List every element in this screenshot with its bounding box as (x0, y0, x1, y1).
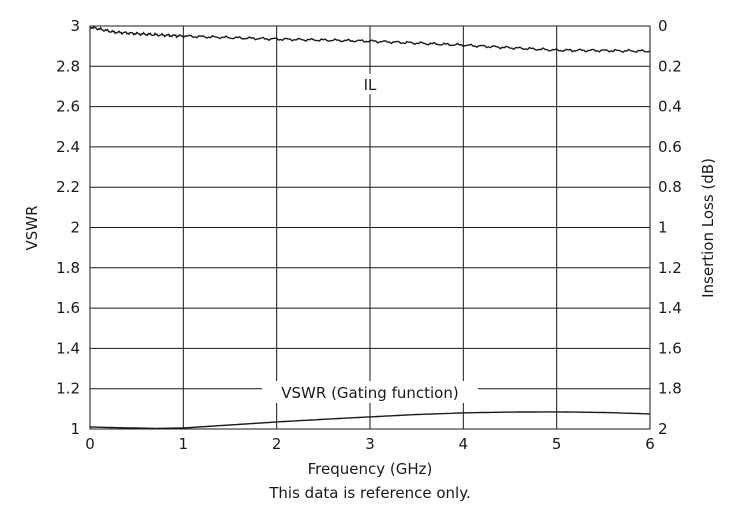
il-series-label: IL (356, 74, 382, 94)
x-axis-title: Frequency (GHz) (308, 460, 433, 478)
y-tick-label: 2.2 (56, 178, 80, 196)
x-tick-label: 3 (365, 435, 375, 453)
y2-tick-label: 1.2 (658, 259, 682, 277)
x-tick-label: 4 (459, 435, 469, 453)
y-tick-label: 2.8 (56, 57, 80, 75)
y2-tick-label: 1.8 (658, 380, 682, 398)
y-tick-label: 1.8 (56, 259, 80, 277)
y2-tick-label: 2 (658, 420, 668, 438)
series-layer (89, 25, 651, 430)
y-tick-label: 1 (70, 420, 80, 438)
x-tick-label: 5 (552, 435, 562, 453)
y-tick-label: 2.4 (56, 138, 80, 156)
y-tick-label: 1.6 (56, 299, 80, 317)
il-label: IL (364, 76, 377, 94)
reference-note: This data is reference only. (268, 484, 470, 502)
y-tick-label: 3 (70, 17, 80, 35)
plot-frame (89, 25, 651, 430)
y2-tick-label: 1.6 (658, 339, 682, 357)
y2-tick-label: 0.6 (658, 138, 682, 156)
y2-tick-label: 0.8 (658, 178, 682, 196)
il-line (89, 25, 651, 54)
vswr-label: VSWR (Gating function) (281, 384, 458, 402)
y-tick-label: 1.4 (56, 339, 80, 357)
y-tick-label: 2 (70, 219, 80, 237)
vswr-line (89, 411, 651, 430)
y2-axis-title: Insertion Loss (dB) (699, 158, 717, 298)
y-tick-label: 2.6 (56, 98, 80, 116)
y2-tick-label: 1.4 (658, 299, 682, 317)
x-tick-label: 2 (272, 435, 282, 453)
vswr-series-label: VSWR (Gating function) (262, 381, 478, 403)
y2-tick-label: 1 (658, 219, 668, 237)
x-tick-label: 6 (645, 435, 655, 453)
x-tick-label: 0 (85, 435, 95, 453)
y-axis-title: VSWR (23, 205, 41, 250)
y2-tick-label: 0.4 (658, 98, 682, 116)
y2-tick-label: 0.2 (658, 57, 682, 75)
y2-tick-label: 0 (658, 17, 668, 35)
y-tick-label: 1.2 (56, 380, 80, 398)
x-tick-label: 1 (179, 435, 189, 453)
tick-labels: 0 1 2 3 4 5 611.21.41.61.822.22.42.62.8321.81.… (56, 17, 682, 453)
